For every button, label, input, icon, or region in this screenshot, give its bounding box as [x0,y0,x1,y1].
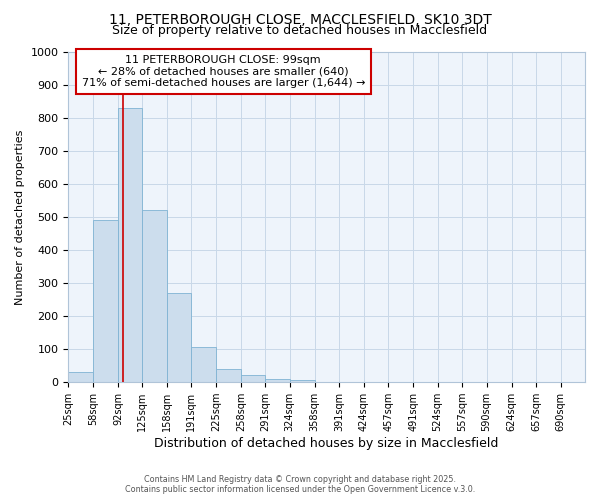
Text: 11 PETERBOROUGH CLOSE: 99sqm
← 28% of detached houses are smaller (640)
71% of s: 11 PETERBOROUGH CLOSE: 99sqm ← 28% of de… [82,55,365,88]
Y-axis label: Number of detached properties: Number of detached properties [15,129,25,304]
Bar [265,379,290,382]
Text: Size of property relative to detached houses in Macclesfield: Size of property relative to detached ho… [112,24,488,37]
X-axis label: Distribution of detached houses by size in Macclesfield: Distribution of detached houses by size … [154,437,499,450]
Text: Contains HM Land Registry data © Crown copyright and database right 2025.
Contai: Contains HM Land Registry data © Crown c… [125,474,475,494]
Bar [142,210,167,382]
Bar [191,346,217,382]
Bar [93,220,118,382]
Bar [217,369,241,382]
Bar [241,375,265,382]
Bar [167,293,191,382]
Text: 11, PETERBOROUGH CLOSE, MACCLESFIELD, SK10 3DT: 11, PETERBOROUGH CLOSE, MACCLESFIELD, SK… [109,12,491,26]
Bar [290,380,315,382]
Bar [68,372,93,382]
Bar [118,108,142,382]
